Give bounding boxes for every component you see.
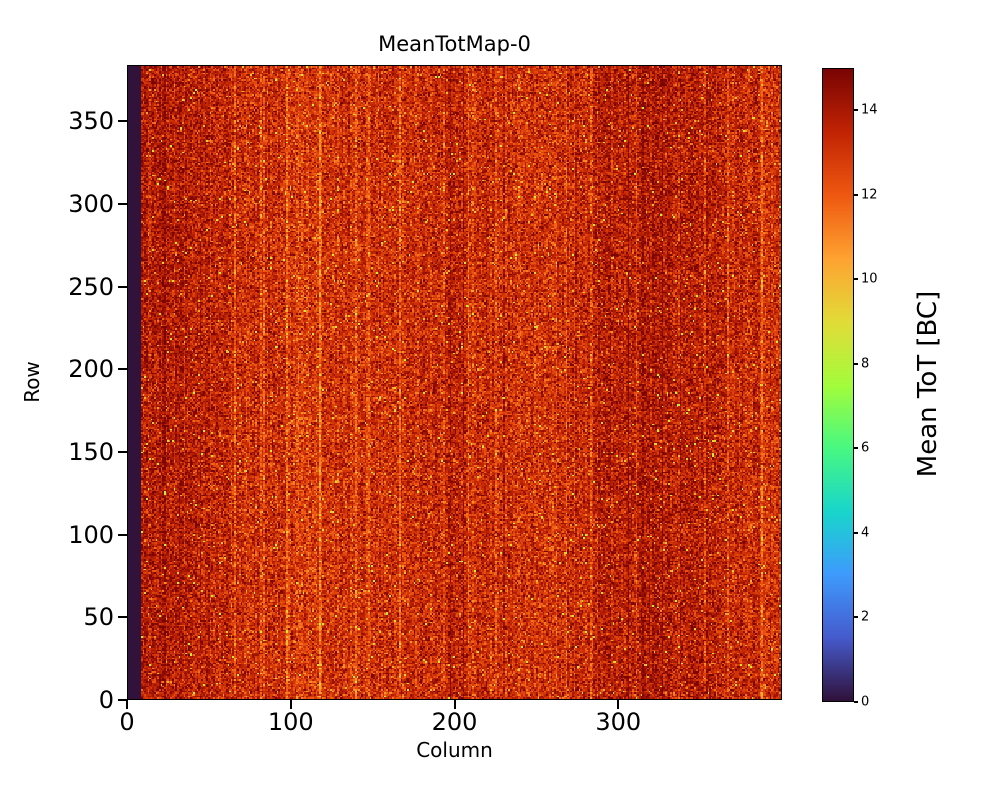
colorbar-tick-mark: [854, 109, 858, 112]
x-tick-mark: [453, 700, 456, 709]
y-tick-label: 100: [68, 520, 114, 549]
y-tick-label: 200: [68, 355, 114, 384]
colorbar-tick-label: 12: [861, 187, 878, 203]
colorbar-label: Mean ToT [BC]: [913, 290, 943, 478]
y-tick-label: 350: [68, 107, 114, 136]
colorbar-tick-mark: [854, 616, 858, 619]
y-axis-label: Row: [20, 361, 44, 403]
x-tick-mark: [617, 700, 620, 709]
colorbar-tick-label: 6: [861, 440, 870, 456]
colorbar-tick-mark: [854, 531, 858, 534]
y-tick-mark: [118, 616, 127, 619]
colorbar-tick-mark: [854, 362, 858, 365]
colorbar-tick-mark: [854, 193, 858, 196]
y-tick-label: 0: [98, 686, 114, 714]
colorbar-canvas: [823, 69, 853, 701]
y-tick-mark: [118, 285, 127, 288]
colorbar-tick-mark: [854, 701, 858, 703]
colorbar-tick-label: 0: [861, 694, 870, 710]
chart-title: MeanTotMap-0: [378, 32, 531, 56]
colorbar-tick-label: 8: [861, 356, 870, 372]
y-tick-mark: [118, 202, 127, 205]
y-tick-mark: [118, 450, 127, 453]
colorbar-tick-label: 10: [861, 271, 878, 287]
x-tick-label: 0: [119, 708, 135, 736]
x-tick-label: 100: [267, 708, 314, 736]
y-tick-mark: [118, 699, 127, 701]
y-tick-mark: [118, 533, 127, 536]
x-axis-label: Column: [416, 738, 493, 762]
x-tick-mark: [289, 700, 292, 709]
heatmap-plot-area: [127, 65, 782, 700]
y-tick-label: 150: [68, 437, 114, 466]
colorbar-tick-label: 2: [861, 609, 870, 625]
y-tick-mark: [118, 120, 127, 123]
y-tick-label: 50: [83, 603, 114, 632]
x-tick-label: 300: [595, 708, 642, 736]
x-tick-mark: [126, 700, 128, 709]
colorbar-tick-mark: [854, 278, 858, 281]
colorbar-tick-label: 14: [861, 102, 878, 118]
colorbar: [822, 68, 854, 702]
heatmap-canvas: [128, 66, 781, 699]
y-tick-label: 300: [68, 189, 114, 218]
colorbar-tick-mark: [854, 447, 858, 450]
y-tick-mark: [118, 368, 127, 371]
colorbar-tick-label: 4: [861, 525, 870, 541]
y-tick-label: 250: [68, 272, 114, 301]
x-tick-label: 200: [431, 708, 478, 736]
